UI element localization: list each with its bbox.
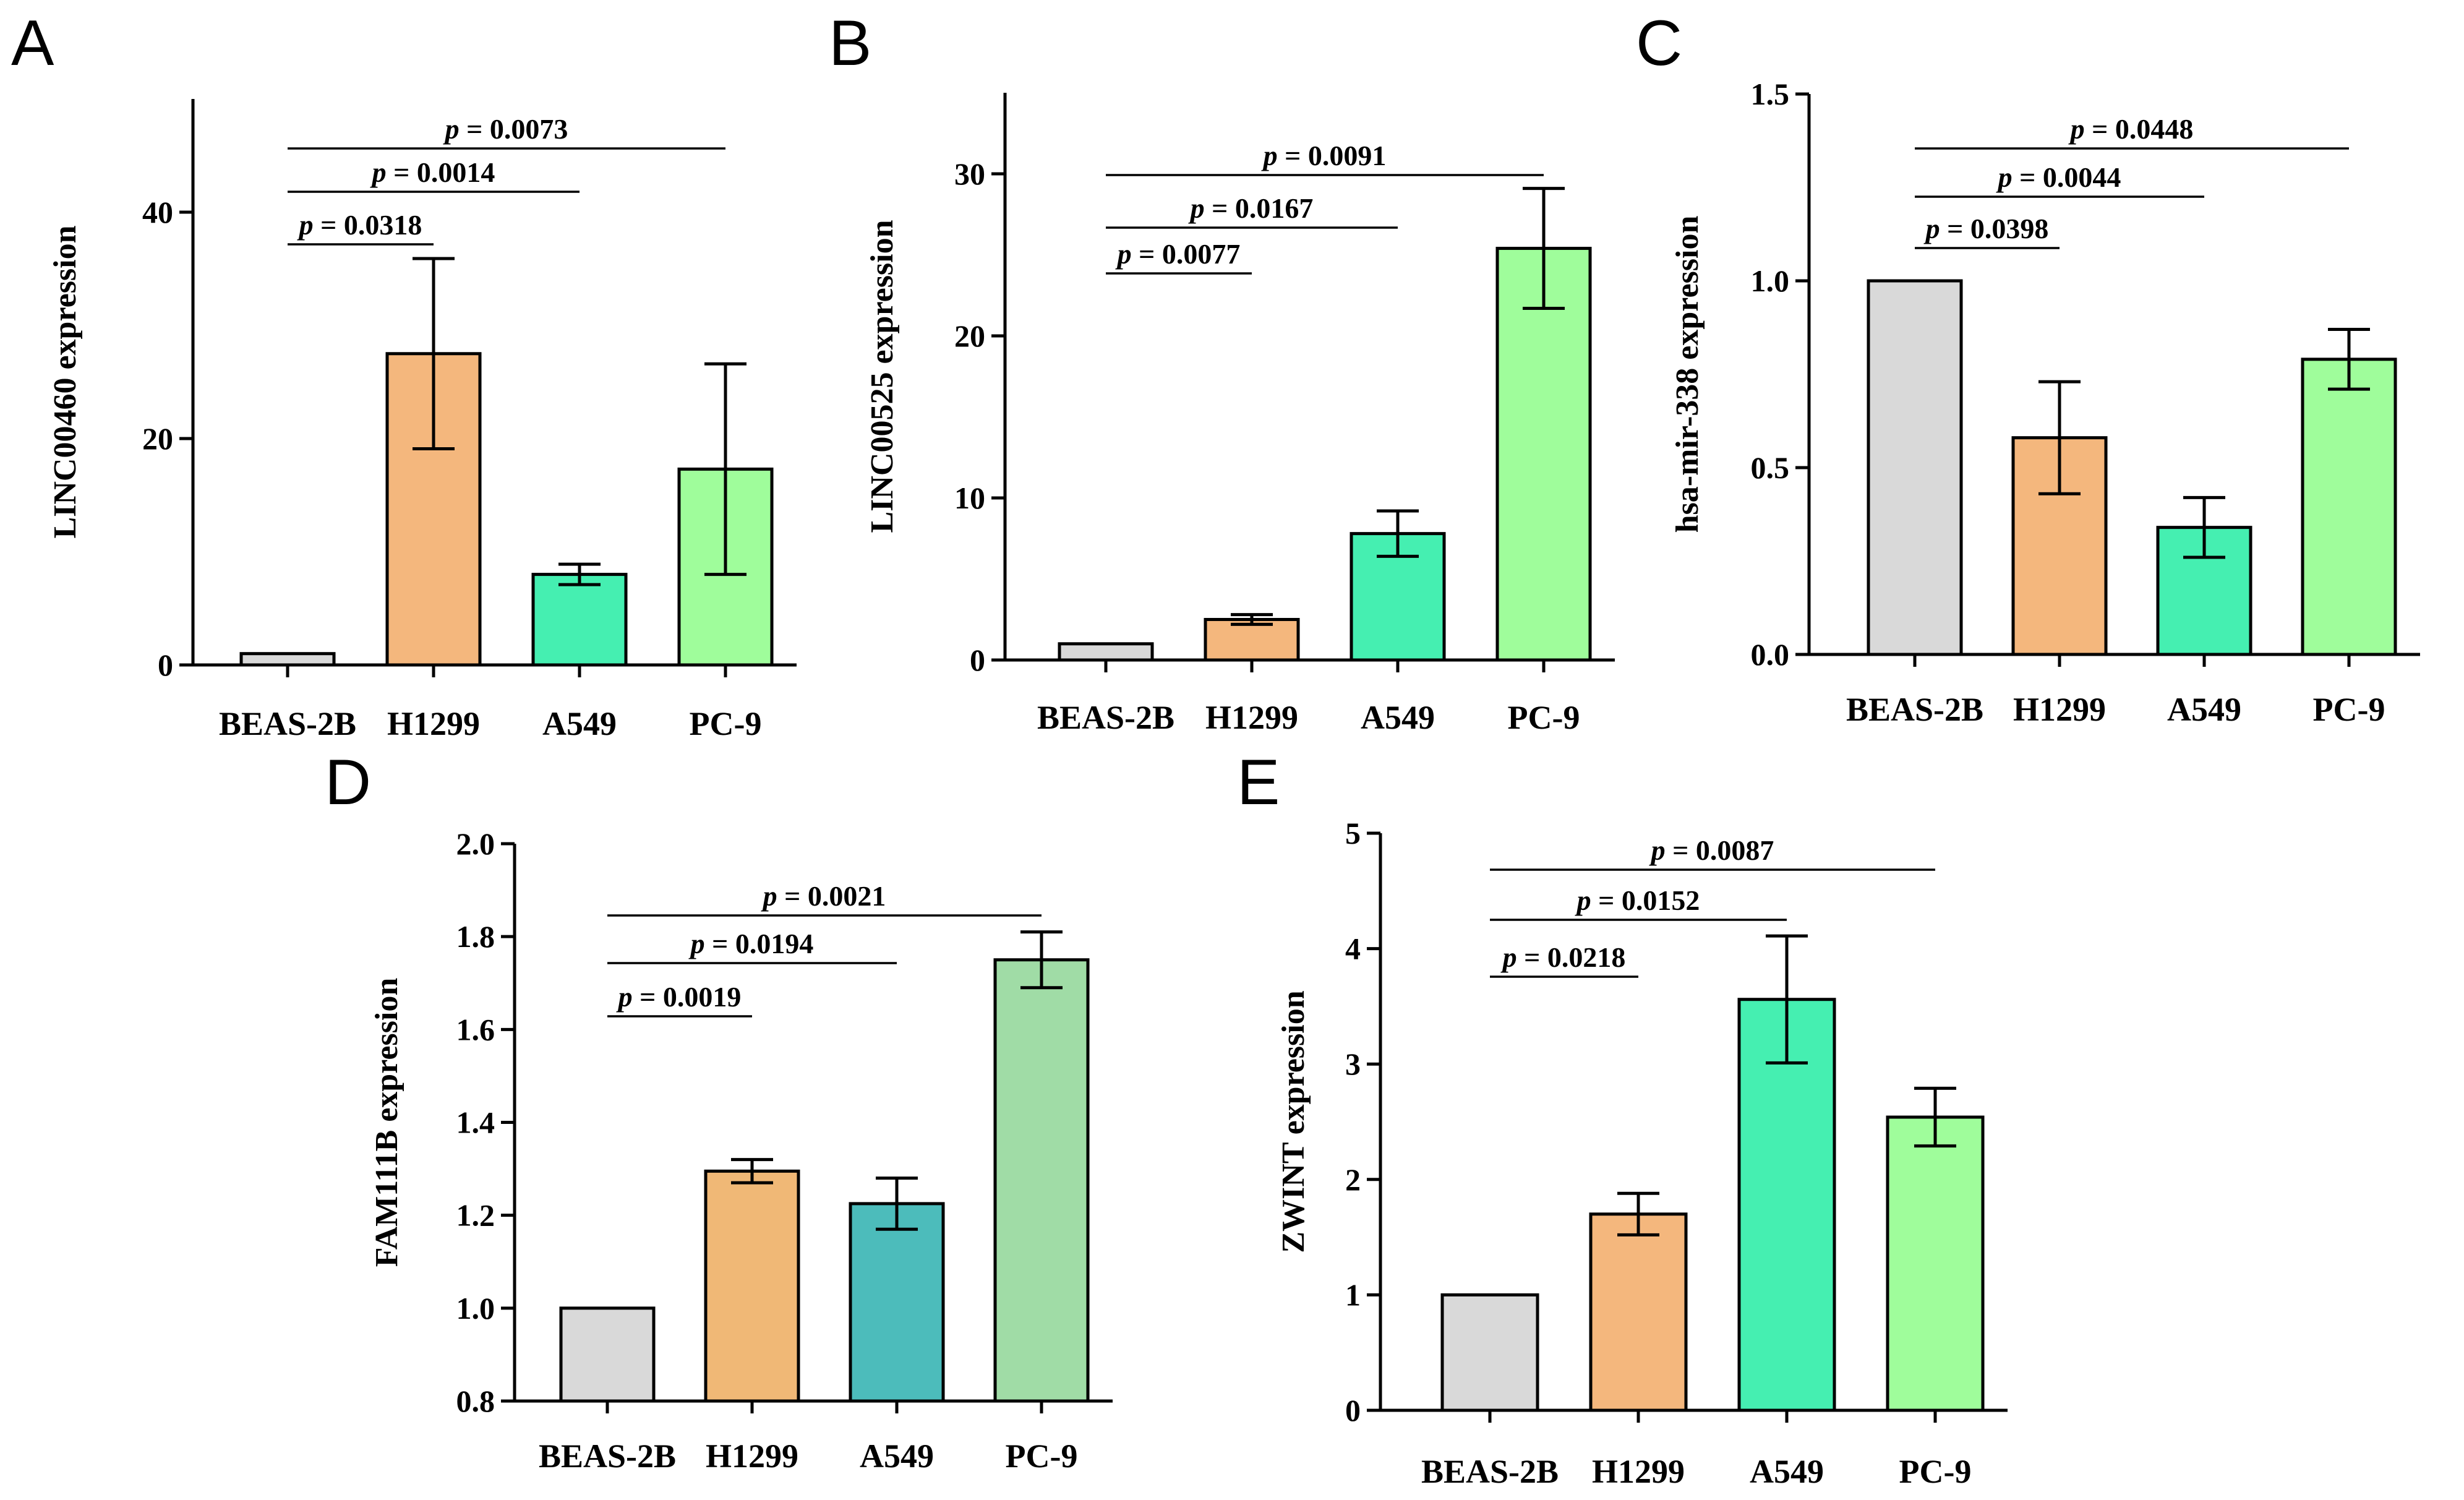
bar-h1299: [704, 1169, 800, 1403]
x-tick-label: BEAS-2B: [1037, 699, 1174, 736]
p-value-label: p = 0.0194: [688, 928, 814, 959]
x-tick-label: A549: [1361, 699, 1435, 736]
x-tick-label: BEAS-2B: [219, 705, 356, 742]
y-tick-label: 1.2: [456, 1198, 495, 1233]
p-value-label: p = 0.0019: [616, 981, 742, 1013]
bar-pc-9: [993, 958, 1090, 1403]
y-tick-label: 1.0: [1751, 264, 1790, 298]
x-tick-label: H1299: [706, 1438, 798, 1475]
p-value-label: p = 0.0398: [1923, 213, 2049, 244]
x-tick-label: H1299: [2013, 691, 2106, 728]
x-tick-label: PC-9: [1006, 1438, 1078, 1475]
y-tick-label: 1.8: [456, 919, 495, 954]
y-axis-title: LINC00525 expression: [865, 220, 900, 533]
p-value-label: p = 0.0077: [1115, 238, 1241, 270]
x-tick-label: PC-9: [690, 705, 762, 742]
x-tick-label: PC-9: [1508, 699, 1580, 736]
y-tick-label: 0.5: [1751, 450, 1790, 485]
y-tick-label: 3: [1345, 1047, 1361, 1081]
p-value-label: p = 0.0152: [1575, 885, 1700, 916]
p-value-label: p = 0.0167: [1188, 192, 1314, 224]
bar-h1299: [1589, 1212, 1688, 1412]
bar-a549: [531, 573, 628, 667]
y-axis-title: hsa-mir-338 expression: [1670, 216, 1705, 533]
p-value-label: p = 0.0318: [297, 209, 422, 241]
x-tick-label: A549: [860, 1438, 934, 1475]
y-tick-label: 1.4: [456, 1105, 495, 1140]
y-tick-label: 1.5: [1751, 77, 1790, 111]
panel-letter: E: [1237, 747, 1280, 818]
p-value-label: p = 0.0087: [1649, 834, 1774, 866]
bar-pc-9: [1886, 1115, 1985, 1412]
x-tick-label: BEAS-2B: [1846, 691, 1983, 728]
p-value-label: p = 0.0448: [2068, 113, 2194, 145]
p-value-label: p = 0.0044: [1996, 161, 2121, 193]
y-tick-label: 0.0: [1751, 637, 1790, 672]
panel-b: B LINC00525 expression 0 10 20 30 BEAS-2B H1299…: [829, 7, 1615, 736]
y-axis-title: ZWINT expression: [1276, 990, 1311, 1253]
x-tick-label: BEAS-2B: [539, 1438, 676, 1475]
y-tick-label: 10: [954, 481, 985, 515]
panel-d: D FAM111B expression 0.8 1.0 1.2 1.4 1.6 1.8 2.0…: [325, 747, 1113, 1475]
bar-pc-9: [2301, 358, 2397, 656]
x-tick-label: PC-9: [1899, 1453, 1972, 1490]
panel-e: E ZWINT expression 0 1 2 3 4 5 BEAS-2B H1299 A549 P…: [1237, 747, 2008, 1490]
x-tick-label: PC-9: [2313, 691, 2385, 728]
y-tick-label: 0: [970, 643, 985, 677]
x-tick-label: H1299: [1592, 1453, 1685, 1490]
y-tick-label: 30: [954, 156, 985, 191]
bar-beas-2b: [1867, 279, 1963, 656]
p-value-label: p = 0.0091: [1261, 140, 1387, 171]
x-tick-label: BEAS-2B: [1421, 1453, 1559, 1490]
y-tick-label: 1.6: [456, 1012, 495, 1047]
y-tick-label: 0: [158, 648, 173, 682]
bar-beas-2b: [559, 1306, 656, 1403]
p-value-label: p = 0.0218: [1500, 941, 1626, 973]
bar-a549: [1737, 998, 1836, 1412]
y-tick-label: 1.0: [456, 1291, 495, 1326]
bar-a549: [849, 1202, 945, 1403]
bar-beas-2b: [1058, 642, 1154, 662]
panel-letter: B: [829, 7, 871, 79]
x-tick-label: A549: [542, 705, 617, 742]
y-tick-label: 1: [1345, 1277, 1361, 1312]
panel-letter: D: [325, 747, 371, 818]
y-tick-label: 5: [1345, 816, 1361, 851]
bar-beas-2b: [1440, 1293, 1539, 1412]
panel-letter: C: [1636, 7, 1682, 79]
bar-beas-2b: [239, 652, 336, 667]
x-tick-label: H1299: [387, 705, 480, 742]
panel-a: A LINC00460 expression 0 20 40 BEAS-2B H1299 A5…: [11, 7, 797, 742]
p-value-label: p = 0.0014: [370, 156, 495, 188]
y-axis-title: FAM111B expression: [369, 978, 404, 1267]
p-value-label: p = 0.0021: [761, 880, 886, 912]
x-tick-label: A549: [2167, 691, 2241, 728]
y-tick-label: 4: [1345, 932, 1361, 966]
y-tick-label: 20: [954, 319, 985, 353]
p-value-label: p = 0.0073: [443, 113, 568, 145]
y-axis-title: LINC00460 expression: [48, 225, 83, 538]
bar-pc-9: [1495, 247, 1592, 662]
y-tick-label: 20: [142, 421, 173, 456]
y-tick-label: 2.0: [456, 826, 495, 861]
x-tick-label: H1299: [1205, 699, 1298, 736]
y-tick-label: 40: [142, 195, 173, 229]
x-tick-label: A549: [1750, 1453, 1824, 1490]
y-tick-label: 2: [1345, 1162, 1361, 1197]
y-tick-label: 0: [1345, 1393, 1361, 1428]
y-tick-label: 0.8: [456, 1384, 495, 1418]
panel-letter: A: [11, 7, 54, 79]
